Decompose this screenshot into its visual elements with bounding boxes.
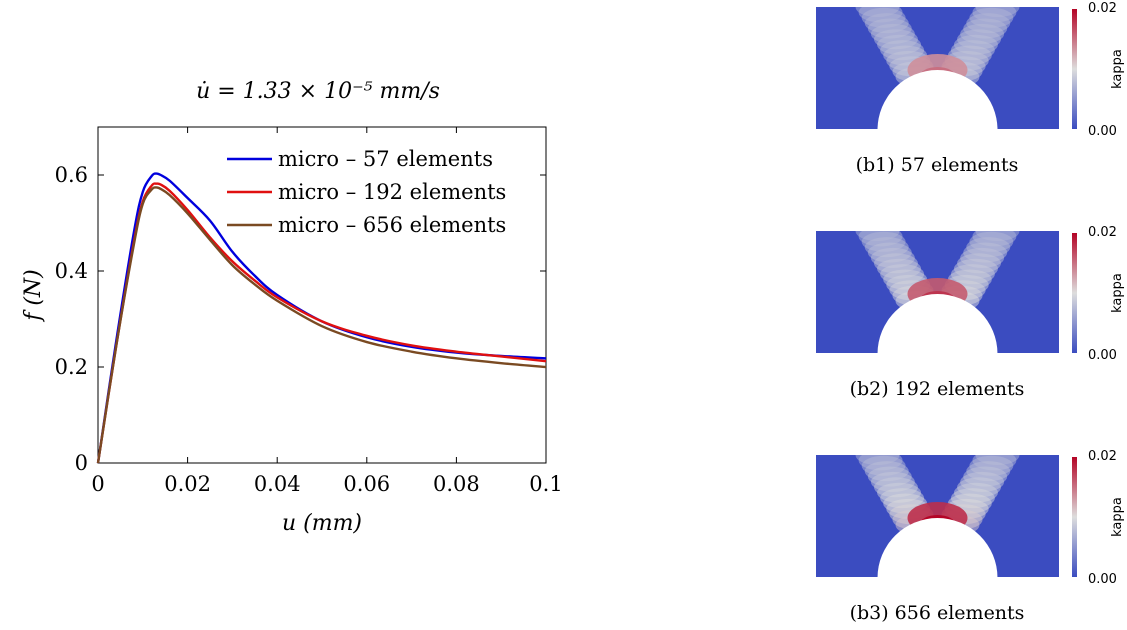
x-tick-label: 0.02 <box>164 472 211 496</box>
kappa-panel-1: 0.02 0.00 kappa (b1) 57 elements <box>816 1 1125 176</box>
x-tick-label: 0.06 <box>343 472 390 496</box>
panel-caption: (b1) 57 elements <box>856 154 1019 176</box>
x-tick-label: 0.1 <box>529 472 562 496</box>
kappa-field <box>855 231 1020 311</box>
series-layer <box>96 172 547 464</box>
notch-hole <box>877 294 998 354</box>
y-tick-label: 0.4 <box>55 259 88 283</box>
x-tick-label: 0 <box>91 472 104 496</box>
legend-entry: micro – 656 elements <box>278 213 506 237</box>
notch-hole <box>877 518 998 578</box>
x-tick-label: 0.04 <box>254 472 301 496</box>
colorbar-min-label: 0.00 <box>1088 348 1117 363</box>
colorbar <box>1072 457 1077 577</box>
x-axis-label: u (mm) <box>282 511 362 536</box>
kappa-panel-3: 0.02 0.00 kappa (b3) 656 elements <box>816 449 1125 624</box>
colorbar-label: kappa <box>1110 273 1125 313</box>
kappa-panel-2: 0.02 0.00 kappa (b2) 192 elements <box>816 225 1125 400</box>
colorbar-label: kappa <box>1110 497 1125 537</box>
y-tick-label: 0.2 <box>55 355 88 379</box>
series-line-0 <box>96 172 547 464</box>
kappa-field-panels: 0.02 0.00 kappa (b1) 57 elements 0.02 0.00 kap… <box>816 1 1125 624</box>
colorbar <box>1072 233 1077 353</box>
panel-caption: (b2) 192 elements <box>850 378 1025 400</box>
panel-caption: (b3) 656 elements <box>850 602 1025 624</box>
x-tick-label: 0.08 <box>433 472 480 496</box>
series-line-2 <box>96 186 547 464</box>
axis-ticks: 0 0.02 0.04 0.06 0.08 0.1 0 0.2 0.4 0.6 <box>55 127 563 496</box>
y-tick-label: 0 <box>75 451 88 475</box>
colorbar-max-label: 0.02 <box>1088 1 1117 16</box>
legend-entry: micro – 192 elements <box>278 180 506 204</box>
colorbar-max-label: 0.02 <box>1088 449 1117 464</box>
colorbar <box>1072 9 1077 129</box>
colorbar-min-label: 0.00 <box>1088 572 1117 587</box>
colorbar-min-label: 0.00 <box>1088 124 1117 139</box>
chart-title: u̇ = 1.33 × 10⁻⁵ mm/s <box>196 79 440 104</box>
legend-entry: micro – 57 elements <box>278 147 493 171</box>
plot-area <box>97 126 547 464</box>
notch-hole <box>877 70 998 130</box>
y-tick-label: 0.6 <box>55 163 88 187</box>
colorbar-max-label: 0.02 <box>1088 225 1117 240</box>
y-axis-label: f (N) <box>21 269 46 323</box>
colorbar-label: kappa <box>1110 49 1125 89</box>
legend: micro – 57 elements micro – 192 elements m… <box>227 147 506 237</box>
